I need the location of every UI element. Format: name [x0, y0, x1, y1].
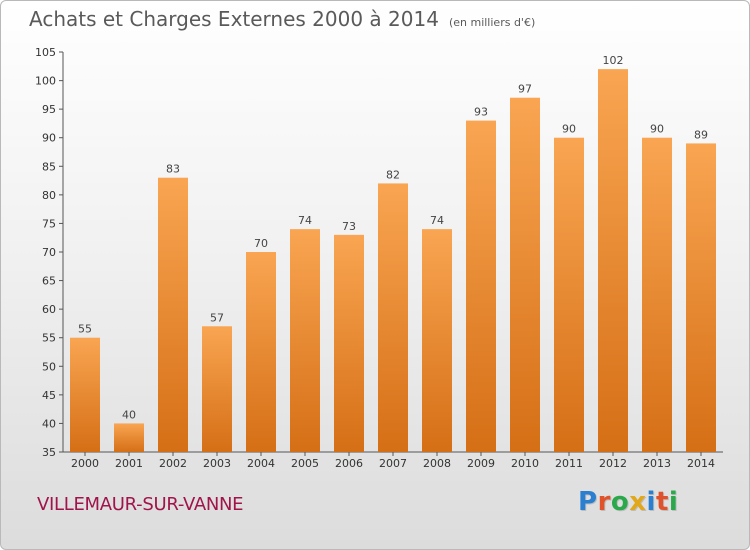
- brand-logo: Proxiti: [578, 487, 679, 517]
- y-tick-label: 40: [42, 417, 56, 430]
- x-tick-label-2003: 2003: [203, 457, 231, 470]
- x-tick-label-2000: 2000: [71, 457, 99, 470]
- bar-2004: [246, 252, 276, 452]
- bar-2005: [290, 229, 320, 452]
- value-label-2002: 83: [166, 163, 180, 176]
- value-label-2014: 89: [694, 128, 708, 141]
- value-label-2007: 82: [386, 168, 400, 181]
- bar-2011: [554, 137, 584, 452]
- x-tick-label-2005: 2005: [291, 457, 319, 470]
- bar-2010: [510, 97, 540, 452]
- value-label-2012: 102: [603, 54, 624, 67]
- chart-title: Achats et Charges Externes 2000 à 2014 (e…: [29, 7, 535, 31]
- x-tick-label-2011: 2011: [555, 457, 583, 470]
- chart-unit: (en milliers d'€): [448, 16, 536, 29]
- y-tick-label: 60: [42, 303, 56, 316]
- value-labels: 55 40 83 57 70 74 73 82 74 93 97 90 102 90 89: [78, 54, 708, 421]
- value-label-2004: 70: [254, 237, 268, 250]
- bar-2006: [334, 234, 364, 452]
- x-tick-label-2008: 2008: [423, 457, 451, 470]
- y-tick-label: 55: [42, 332, 56, 345]
- value-label-2011: 90: [562, 123, 576, 136]
- y-tick-label: 65: [42, 275, 56, 288]
- y-tick-label: 95: [42, 103, 56, 116]
- y-tick-label: 50: [42, 360, 56, 373]
- bar-2009: [466, 120, 496, 453]
- chart-title-text: Achats et Charges Externes 2000 à 2014: [29, 7, 439, 31]
- value-label-2003: 57: [210, 311, 224, 324]
- x-tick-label-2009: 2009: [467, 457, 495, 470]
- value-label-2000: 55: [78, 323, 92, 336]
- bar-2007: [378, 183, 408, 452]
- bar-2001: [114, 423, 144, 452]
- value-label-2008: 74: [430, 214, 444, 227]
- bar-2000: [70, 337, 100, 452]
- y-tick-label: 35: [42, 446, 56, 459]
- bar-2002: [158, 177, 188, 452]
- x-tick-label-2014: 2014: [687, 457, 715, 470]
- value-label-2006: 73: [342, 220, 356, 233]
- x-tick-label-2001: 2001: [115, 457, 143, 470]
- x-tick-label-2007: 2007: [379, 457, 407, 470]
- value-label-2010: 97: [518, 83, 532, 96]
- y-tick-label: 70: [42, 246, 56, 259]
- y-tick-label: 75: [42, 217, 56, 230]
- value-label-2005: 74: [298, 214, 312, 227]
- bar-2012: [598, 69, 628, 453]
- bar-2013: [642, 137, 672, 452]
- x-tick-label-2006: 2006: [335, 457, 363, 470]
- y-tick-label: 105: [35, 46, 56, 59]
- location-name: VILLEMAUR-SUR-VANNE: [37, 494, 244, 515]
- value-label-2009: 93: [474, 106, 488, 119]
- x-tick-label-2002: 2002: [159, 457, 187, 470]
- y-tick-label: 80: [42, 189, 56, 202]
- value-label-2013: 90: [650, 123, 664, 136]
- axes: 35 40 45 50 55 60 65 70 75 80 85 90 95 100 105 2000 2001…: [35, 46, 723, 470]
- x-tick-label-2010: 2010: [511, 457, 539, 470]
- bar-2003: [202, 326, 232, 452]
- x-tick-label-2013: 2013: [643, 457, 671, 470]
- y-tick-label: 85: [42, 160, 56, 173]
- bar-2014: [686, 143, 716, 452]
- x-tick-label-2004: 2004: [247, 457, 275, 470]
- y-tick-label: 45: [42, 389, 56, 402]
- y-tick-label: 90: [42, 132, 56, 145]
- bars: [70, 69, 716, 453]
- bar-2008: [422, 229, 452, 452]
- value-label-2001: 40: [122, 408, 136, 421]
- x-tick-label-2012: 2012: [599, 457, 627, 470]
- y-tick-label: 100: [35, 75, 56, 88]
